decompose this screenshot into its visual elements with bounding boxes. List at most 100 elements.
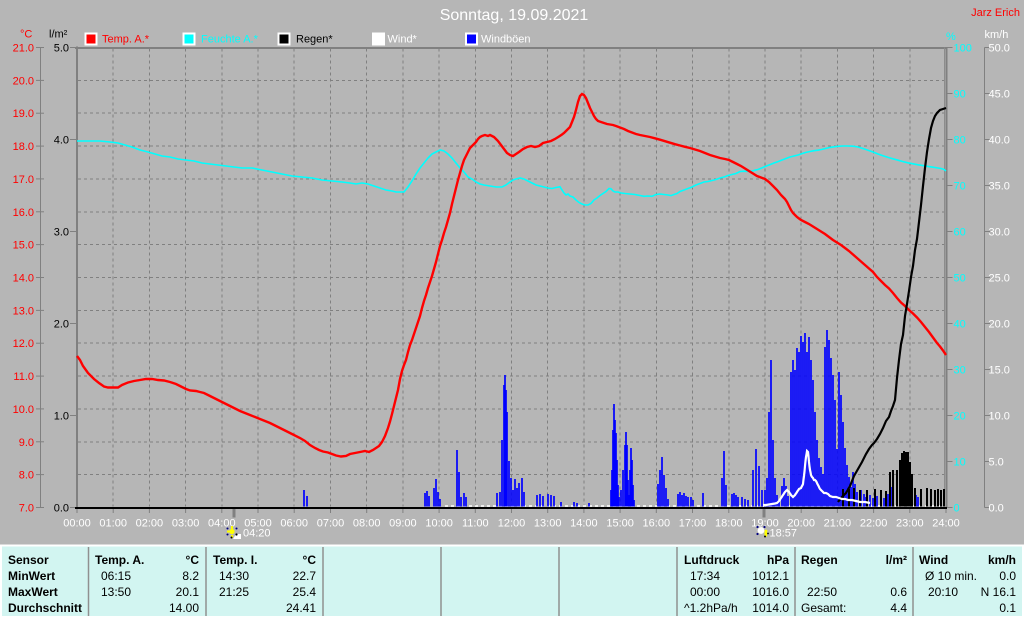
svg-text:04:20: 04:20 (243, 528, 271, 540)
svg-text:100: 100 (954, 43, 972, 55)
svg-text:02:00: 02:00 (136, 518, 164, 530)
svg-text:80: 80 (954, 135, 966, 147)
svg-text:0.6: 0.6 (890, 585, 907, 599)
svg-text:3.0: 3.0 (54, 227, 69, 239)
svg-text:4.0: 4.0 (54, 135, 69, 147)
svg-text:1016.0: 1016.0 (752, 585, 789, 599)
svg-text:16.0: 16.0 (13, 207, 34, 219)
svg-text:5.0: 5.0 (54, 43, 69, 55)
svg-text:Sensor: Sensor (8, 553, 49, 567)
svg-text:10: 10 (954, 457, 966, 469)
svg-text:06:00: 06:00 (280, 518, 308, 530)
svg-text:Feuchte A.*: Feuchte A.* (201, 34, 259, 46)
svg-text:7.0: 7.0 (19, 503, 34, 515)
svg-text:km/h: km/h (985, 29, 1009, 41)
svg-text:03:00: 03:00 (172, 518, 200, 530)
svg-text:Windböen: Windböen (481, 34, 531, 46)
svg-text:00:00: 00:00 (63, 518, 91, 530)
svg-text:40: 40 (954, 319, 966, 331)
svg-text:0.0: 0.0 (999, 569, 1016, 583)
svg-text:14:30: 14:30 (219, 569, 249, 583)
svg-text:^1.2hPa/h: ^1.2hPa/h (684, 601, 738, 615)
svg-text:Jarz Erich: Jarz Erich (971, 7, 1020, 19)
svg-text:07:00: 07:00 (317, 518, 345, 530)
svg-text:15.0: 15.0 (13, 240, 34, 252)
svg-text:14.00: 14.00 (169, 601, 199, 615)
svg-text:Temp. A.*: Temp. A.* (102, 34, 150, 46)
svg-text:Gesamt:: Gesamt: (801, 601, 846, 615)
svg-text:Sonntag, 19.09.2021: Sonntag, 19.09.2021 (440, 7, 589, 24)
svg-text:Regen: Regen (801, 553, 838, 567)
svg-text:18.0: 18.0 (13, 141, 34, 153)
svg-text:4.4: 4.4 (890, 601, 907, 615)
svg-text:15:00: 15:00 (606, 518, 634, 530)
svg-text:Wind: Wind (919, 553, 948, 567)
svg-text:60: 60 (954, 227, 966, 239)
svg-text:23:00: 23:00 (896, 518, 924, 530)
svg-text:km/h: km/h (988, 553, 1016, 567)
svg-text:Durchschnitt: Durchschnitt (8, 601, 82, 615)
svg-text:Wind*: Wind* (388, 34, 418, 46)
svg-text:20:00: 20:00 (787, 518, 815, 530)
svg-text:17.0: 17.0 (13, 174, 34, 186)
svg-text:8.0: 8.0 (19, 470, 34, 482)
svg-text:10:00: 10:00 (425, 518, 453, 530)
svg-text:21:00: 21:00 (824, 518, 852, 530)
svg-text:13.0: 13.0 (13, 305, 34, 317)
svg-text:°C: °C (186, 553, 200, 567)
svg-text:05:00: 05:00 (244, 518, 272, 530)
svg-text:l/m²: l/m² (886, 553, 907, 567)
svg-text:12:00: 12:00 (498, 518, 526, 530)
svg-text:12.0: 12.0 (13, 338, 34, 350)
svg-text:01:00: 01:00 (99, 518, 127, 530)
svg-text:00:00: 00:00 (690, 585, 720, 599)
svg-text:21:25: 21:25 (219, 585, 249, 599)
svg-text:°C: °C (20, 29, 32, 41)
svg-text:45.0: 45.0 (989, 89, 1010, 101)
svg-text:20.0: 20.0 (13, 75, 34, 87)
svg-text:1.0: 1.0 (54, 411, 69, 423)
svg-text:1012.1: 1012.1 (752, 569, 789, 583)
svg-text:hPa: hPa (767, 553, 789, 567)
svg-text:30: 30 (954, 365, 966, 377)
svg-text:24.41: 24.41 (286, 601, 316, 615)
svg-text:0: 0 (954, 503, 960, 515)
svg-text:14.0: 14.0 (13, 273, 34, 285)
svg-text:30.0: 30.0 (989, 227, 1010, 239)
svg-text:16:00: 16:00 (643, 518, 671, 530)
svg-text:90: 90 (954, 89, 966, 101)
svg-text:18:00: 18:00 (715, 518, 743, 530)
svg-text:20:10: 20:10 (928, 585, 958, 599)
svg-text:15.0: 15.0 (989, 365, 1010, 377)
svg-text:17:00: 17:00 (679, 518, 707, 530)
svg-text:0.1: 0.1 (999, 601, 1016, 615)
svg-text:50.0: 50.0 (989, 43, 1010, 55)
svg-text:22:00: 22:00 (860, 518, 888, 530)
svg-text:19.0: 19.0 (13, 108, 34, 120)
svg-text:8.2: 8.2 (182, 569, 199, 583)
svg-text:18:57: 18:57 (770, 528, 798, 540)
svg-text:04:00: 04:00 (208, 518, 236, 530)
svg-text:2.0: 2.0 (54, 319, 69, 331)
svg-text:9.0: 9.0 (19, 437, 34, 449)
svg-text:Ø 10 min.: Ø 10 min. (925, 569, 977, 583)
svg-text:08:00: 08:00 (353, 518, 381, 530)
svg-text:13:00: 13:00 (534, 518, 562, 530)
svg-text:14:00: 14:00 (570, 518, 598, 530)
svg-text:%: % (946, 31, 956, 43)
svg-text:MaxWert: MaxWert (8, 585, 58, 599)
svg-text:24:00: 24:00 (932, 518, 960, 530)
svg-text:5.0: 5.0 (989, 457, 1004, 469)
svg-text:11:00: 11:00 (462, 518, 489, 530)
svg-text:21.0: 21.0 (13, 43, 34, 55)
svg-text:13:50: 13:50 (101, 585, 131, 599)
svg-text:MinWert: MinWert (8, 569, 55, 583)
svg-text:35.0: 35.0 (989, 181, 1010, 193)
svg-text:20: 20 (954, 411, 966, 423)
svg-text:20.0: 20.0 (989, 319, 1010, 331)
svg-text:l/m²: l/m² (49, 29, 68, 41)
svg-text:06:15: 06:15 (101, 569, 131, 583)
svg-text:N 16.1: N 16.1 (981, 585, 1017, 599)
svg-text:09:00: 09:00 (389, 518, 417, 530)
svg-text:Temp. A.: Temp. A. (95, 553, 144, 567)
